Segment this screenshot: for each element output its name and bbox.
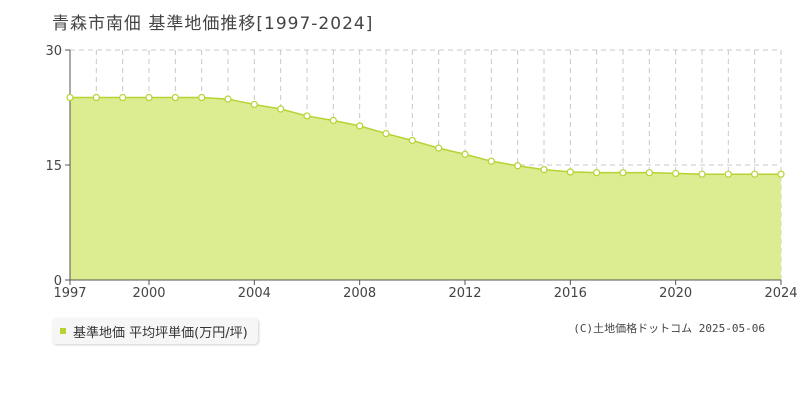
x-tick-label: 1997 [53,286,86,301]
legend-swatch [60,328,66,334]
x-tick-label: 2000 [132,286,165,301]
data-point [514,162,522,170]
y-tick-label: 30 [45,44,62,59]
data-point [303,112,311,120]
x-tick-label: 2020 [659,286,692,301]
data-point [145,93,153,102]
legend: 基準地価 平均坪単価(万円/坪) [52,318,258,344]
data-point [66,93,74,102]
data-point [277,105,285,113]
data-point [566,168,574,176]
y-tick-label: 0 [54,274,62,289]
data-point [119,93,127,102]
data-point [487,157,495,165]
data-point [356,122,364,130]
x-tick-label: 2008 [343,286,376,301]
data-point [329,116,337,125]
data-point [645,169,653,177]
data-point [250,100,258,109]
chart-title: 青森市南佃 基準地価推移[1997-2024] [52,14,374,34]
x-tick-label: 2012 [448,286,481,301]
tick-labels: 0 15 30 1997 2000 2004 2008 2012 2016 2020 2024 [45,44,797,301]
data-point [698,170,706,178]
points [66,93,785,178]
area-layer [70,96,781,281]
data-point [593,169,601,177]
y-tick-label: 15 [45,159,62,174]
data-point [198,93,206,102]
x-tick-label: 2004 [238,286,271,301]
data-point [435,144,443,152]
data-point [724,170,732,178]
series-line [70,96,781,175]
series-area [70,97,781,281]
data-point [777,170,785,178]
data-point [224,95,232,103]
data-point [92,93,100,102]
data-point [540,166,548,174]
data-point [751,170,759,178]
axes [65,49,782,285]
legend-label: 基準地価 平均坪単価(万円/坪) [73,325,248,341]
data-point [672,169,680,178]
data-point [619,169,627,177]
data-point [382,129,390,138]
x-tick-label: 2016 [554,286,587,301]
data-point [408,136,416,145]
x-tick-label: 2024 [764,286,797,301]
data-point [171,93,179,102]
copyright: (C)土地価格ドットコム 2025-05-06 [573,322,765,335]
data-point [461,150,469,158]
